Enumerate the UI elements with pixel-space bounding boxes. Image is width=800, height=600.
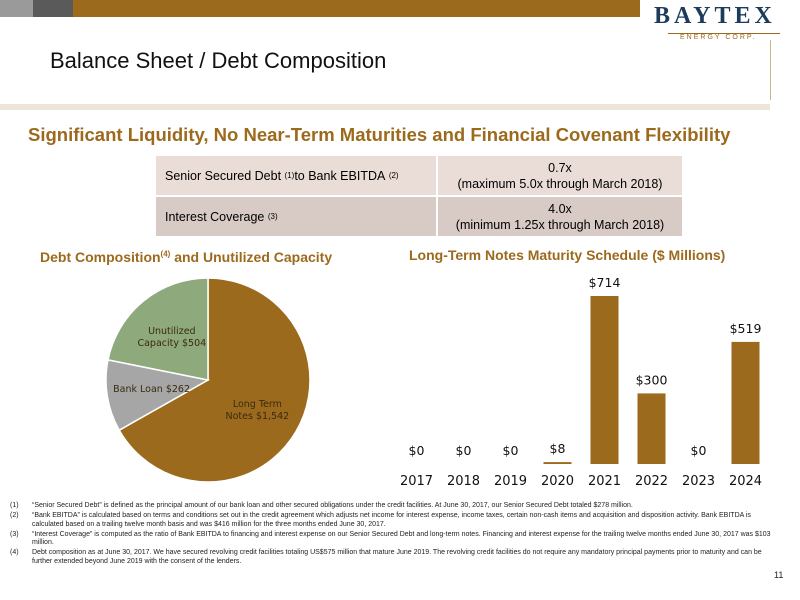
pie-slice-label: Bank Loan $262: [113, 384, 190, 395]
pie-label-line: Capacity $504: [137, 338, 206, 349]
metric-note: (maximum 5.0x through March 2018): [457, 176, 663, 191]
metric-value: 4.0x: [548, 201, 572, 216]
bar-2022: [637, 393, 666, 464]
company-logo: BAYTEX ENERGY CORP.: [640, 0, 800, 44]
metric-row-senior-secured-debt: Senior Secured Debt (1) to Bank EBITDA (…: [156, 156, 682, 195]
header-divider-vertical: [770, 40, 771, 100]
pie-slice-label: Unutilized Capacity $504: [137, 326, 206, 349]
pie-slice-long-term: [118, 277, 311, 483]
bar-data-label: $0: [691, 443, 707, 458]
footnote-item: (2) “Bank EBITDA” is calculated based on …: [10, 512, 780, 529]
x-tick-label: 2019: [494, 474, 527, 489]
bar-data-label: $519: [730, 321, 762, 336]
footnote-number: (4): [10, 549, 19, 557]
pie-label-line: Bank Loan $262: [113, 384, 190, 395]
x-tick-label: 2021: [588, 474, 621, 489]
x-tick-label: 2020: [541, 474, 574, 489]
pie-slice-bank-loan: [105, 358, 211, 432]
bar-chart-title: Long-Term Notes Maturity Schedule ($ Mil…: [409, 247, 726, 263]
footnote-ref: (2): [388, 171, 399, 180]
footnote-number: (1): [10, 502, 19, 509]
x-tick-label: 2024: [729, 474, 762, 489]
title-divider: [0, 104, 770, 110]
page-title: Balance Sheet / Debt Composition: [50, 48, 387, 73]
footnotes: (1) “Senior Secured Debt” is defined as t…: [10, 502, 780, 568]
footnote-item: (3) “Interest Coverage” is computed as th…: [10, 531, 780, 548]
top-bar-gold-band: [73, 0, 640, 17]
metric-value-cell: 4.0x (minimum 1.25x through March 2018): [438, 197, 682, 236]
bar-data-label: $714: [589, 275, 621, 290]
logo-rule: [668, 33, 780, 34]
bar-2020: [543, 462, 572, 464]
metric-label-text: Interest Coverage: [165, 209, 265, 224]
metric-value: 0.7x: [548, 160, 572, 175]
pie-slice-label: Long Term Notes $1,542: [225, 399, 289, 422]
metric-value-cell: 0.7x (maximum 5.0x through March 2018): [438, 156, 682, 195]
debt-composition-pie-chart: Long Term Notes $1,542 Bank Loan $262 Unuti…: [105, 277, 311, 483]
pie-title-text: Debt Composition: [40, 249, 161, 265]
pie-title-text-cont: and Unutilized Capacity: [170, 249, 333, 265]
pie-label-line: Unutilized: [148, 326, 196, 337]
pie-slice-unutilized: [107, 277, 209, 381]
footnote-ref: (1): [284, 171, 295, 180]
metric-label-text: Senior Secured Debt: [165, 168, 282, 183]
maturity-schedule-bar-chart: $0 2017 $0 2018 $0 2019 $8 2020 $714 2021 $300 2022…: [400, 275, 762, 489]
top-bar-dark-block: [33, 0, 73, 17]
footnote-text: Debt composition as at June 30, 2017. We…: [32, 549, 762, 566]
footnote-item: (1) “Senior Secured Debt” is defined as t…: [10, 502, 780, 511]
x-tick-label: 2017: [400, 474, 433, 489]
logo-wordmark: BAYTEX: [654, 3, 776, 29]
x-tick-label: 2018: [447, 474, 480, 489]
logo-subtitle: ENERGY CORP.: [680, 34, 757, 41]
pie-chart-title: Debt Composition(4) and Unutilized Capac…: [40, 249, 332, 265]
x-tick-label: 2022: [635, 474, 668, 489]
footnote-ref: (3): [267, 212, 278, 221]
footnote-ref: (4): [160, 249, 171, 259]
bar-data-label: $300: [636, 372, 668, 387]
bar-data-label: $0: [456, 443, 472, 458]
bar-2024: [731, 341, 760, 464]
pie-label-line: Notes $1,542: [225, 411, 289, 422]
bar-data-label: $0: [503, 443, 519, 458]
footnote-number: (3): [10, 530, 19, 538]
top-bar-grey-block: [0, 0, 33, 17]
x-tick-label: 2023: [682, 474, 715, 489]
bar-2021: [590, 296, 619, 464]
metric-note: (minimum 1.25x through March 2018): [455, 217, 665, 232]
footnote-text: “Bank EBITDA” is calculated based on ter…: [32, 512, 751, 528]
footnote-text: “Interest Coverage” is computed as the r…: [32, 530, 771, 547]
pie-label-line: Long Term: [233, 399, 282, 410]
metric-label-text-cont: to Bank EBITDA: [294, 168, 386, 183]
bar-data-label: $0: [409, 443, 425, 458]
slide-headline: Significant Liquidity, No Near-Term Matu…: [28, 124, 731, 145]
footnote-item: (4) Debt composition as at June 30, 2017.…: [10, 549, 780, 566]
metric-row-interest-coverage: Interest Coverage (3) 4.0x (minimum 1.25…: [156, 197, 682, 236]
metric-label: Senior Secured Debt (1) to Bank EBITDA (…: [156, 156, 438, 195]
bar-data-label: $8: [550, 441, 566, 456]
footnote-number: (2): [10, 512, 19, 520]
metric-label: Interest Coverage (3): [156, 197, 438, 236]
page-number: 11: [774, 570, 784, 580]
covenant-metrics-table: Senior Secured Debt (1) to Bank EBITDA (…: [156, 156, 682, 238]
footnote-text: “Senior Secured Debt” is defined as the …: [32, 502, 633, 509]
